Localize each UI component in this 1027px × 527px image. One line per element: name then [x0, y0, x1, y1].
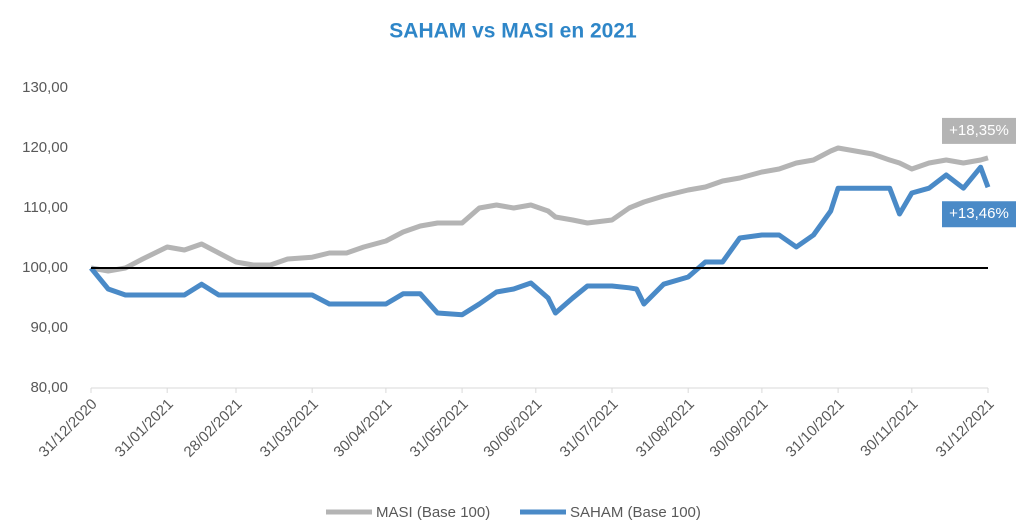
y-tick-label: 110,00	[23, 199, 68, 216]
x-tick-label: 31/07/2021	[557, 396, 622, 461]
legend-label: SAHAM (Base 100)	[570, 504, 701, 521]
annotation: +18,35%	[949, 122, 1009, 139]
x-tick-label: 31/03/2021	[257, 396, 322, 461]
x-tick-label: 31/08/2021	[633, 396, 698, 461]
x-tick-label: 30/11/2021	[857, 396, 921, 460]
x-tick-label: 30/09/2021	[706, 396, 771, 461]
annotation-box	[942, 117, 1016, 144]
y-tick-label: 80,00	[30, 379, 68, 396]
x-tick-label: 31/01/2021	[112, 396, 177, 461]
x-tick-label: 31/05/2021	[407, 396, 472, 461]
x-tick-label: 28/02/2021	[181, 396, 246, 461]
series-line	[90, 145, 989, 274]
y-tick-label: 130,00	[22, 79, 68, 96]
chart-title: SAHAM vs MASI en 2021	[389, 20, 637, 43]
x-tick-label: 31/10/2021	[783, 396, 848, 461]
x-tick-label: 31/12/2021	[933, 396, 998, 461]
series-line	[89, 164, 991, 318]
annotation-box	[942, 201, 1016, 228]
x-tick-label: 30/06/2021	[480, 396, 545, 461]
annotation: +13,46%	[949, 205, 1009, 222]
x-tick-label: 31/12/2020	[36, 396, 101, 461]
legend-label: MASI (Base 100)	[376, 504, 490, 521]
y-tick-label: 100,00	[22, 259, 68, 276]
x-tick-label: 30/04/2021	[330, 396, 395, 461]
y-tick-label: 90,00	[30, 319, 68, 336]
y-tick-label: 120,00	[22, 139, 68, 156]
